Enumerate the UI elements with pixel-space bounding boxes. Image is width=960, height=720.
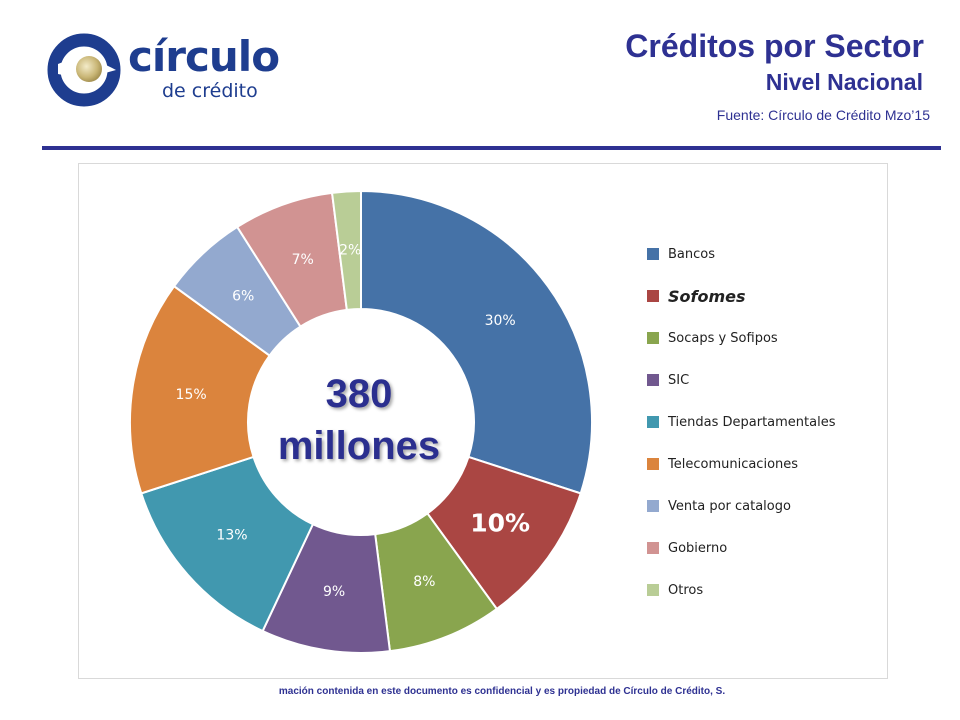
page-subtitle: Nivel Nacional — [765, 69, 923, 95]
legend-swatch — [647, 332, 659, 344]
circulo-de-credito-logo: círculo de crédito — [44, 30, 280, 110]
legend-label: Bancos — [668, 246, 715, 262]
legend-swatch — [647, 458, 659, 470]
page-title: Créditos por Sector — [625, 28, 924, 64]
donut-chart: 30% 10% 8% 9% 13% 15% 6% 7% 2% — [129, 189, 593, 654]
legend-label: Telecomunicaciones — [668, 456, 799, 472]
slice-label-tiendas-departamentales: 13% — [216, 528, 247, 544]
logo-ring-icon — [47, 33, 121, 107]
legend-label: Venta por catalogo — [668, 498, 791, 514]
legend-item-gobierno: Gobierno — [647, 538, 727, 558]
legend-item-sic: SIC — [647, 370, 689, 390]
legend-item-otros: Otros — [647, 580, 703, 600]
slice-otros — [330, 189, 362, 312]
logo-wordmark: círculo — [128, 32, 280, 81]
legend-swatch — [647, 290, 659, 302]
slice-bancos — [360, 189, 593, 495]
legend-swatch — [647, 416, 659, 428]
legend-item-venta-por-catalogo: Venta por catalogo — [647, 496, 791, 516]
legend-swatch — [647, 374, 659, 386]
legend-swatch — [647, 584, 659, 596]
legend-label: Gobierno — [668, 540, 728, 556]
slice-label-sofomes: 10% — [470, 509, 530, 538]
footer-text: mación contenida en este documento es co… — [278, 686, 726, 697]
chart-area: 30% 10% 8% 9% 13% 15% 6% 7% 2% 380 millones Banc… — [78, 163, 888, 679]
source-note: Fuente: Círculo de Crédito Mzo’15 — [716, 107, 930, 123]
legend-item-bancos: Bancos — [647, 244, 715, 264]
slice-label-sic: 9% — [323, 584, 345, 600]
legend-swatch — [647, 542, 659, 554]
logo-subtext: de crédito — [162, 80, 258, 102]
slice-label-socaps-y-sofipos: 8% — [413, 574, 435, 590]
header-divider — [42, 146, 941, 150]
legend-item-socaps-y-sofipos: Socaps y Sofipos — [647, 328, 778, 348]
confidentiality-footer: mación contenida en este documento es co… — [0, 686, 960, 697]
legend-item-telecomunicaciones: Telecomunicaciones — [647, 454, 798, 474]
legend-item-sofomes: Sofomes — [647, 286, 746, 306]
center-total-unit: millones — [277, 424, 441, 468]
slice-label-venta-por-catalogo: 6% — [232, 289, 254, 305]
legend-label: Sofomes — [668, 286, 746, 306]
legend-swatch — [647, 500, 659, 512]
legend-label: Otros — [668, 582, 704, 598]
slice-telecomunicaciones — [129, 284, 271, 495]
legend-item-tiendas-departamentales: Tiendas Departamentales — [647, 412, 836, 432]
legend-swatch — [647, 248, 659, 260]
slice-label-bancos: 30% — [485, 313, 516, 329]
slice-label-gobierno: 7% — [292, 252, 314, 268]
center-total-value: 380 — [325, 372, 393, 416]
legend-label: Tiendas Departamentales — [668, 414, 836, 430]
legend-label: Socaps y Sofipos — [668, 330, 778, 346]
legend-label: SIC — [668, 372, 690, 388]
slice-label-otros: 2% — [339, 242, 361, 258]
slice-label-telecomunicaciones: 15% — [176, 387, 207, 403]
